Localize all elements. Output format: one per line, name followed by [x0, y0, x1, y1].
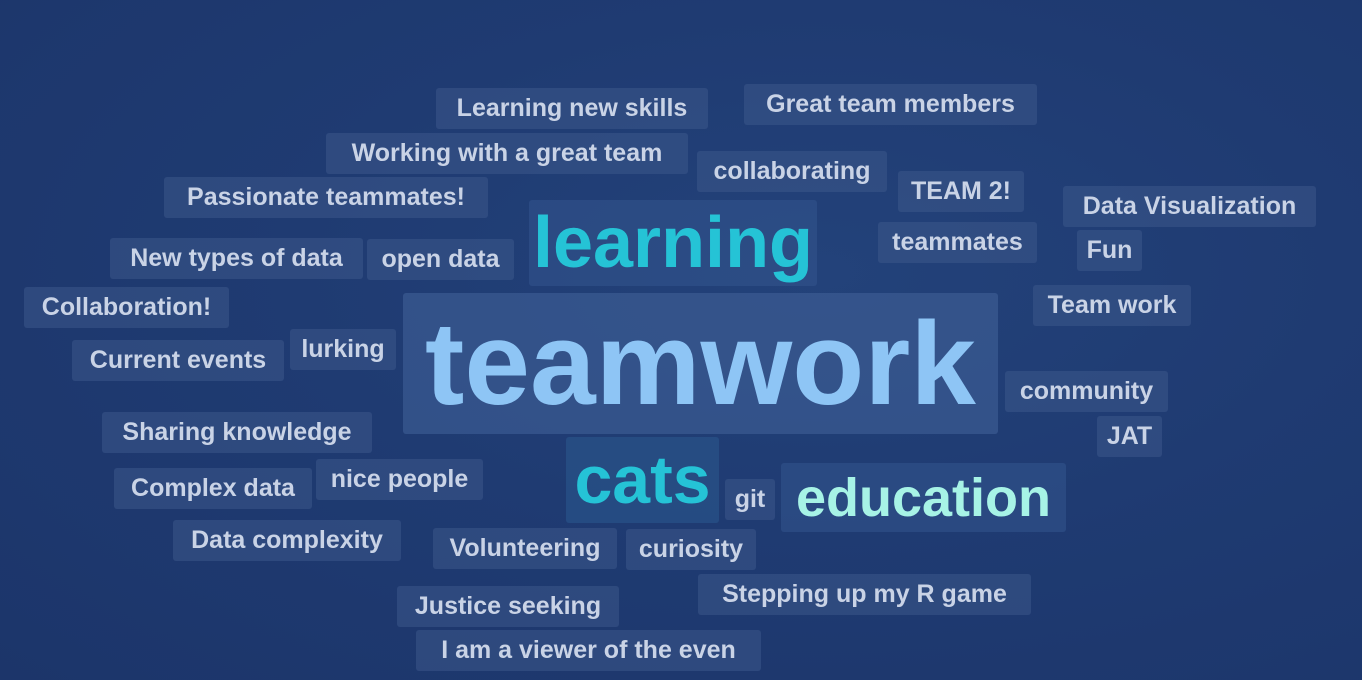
- word-jat: JAT: [1097, 416, 1162, 457]
- word-collaboration: Collaboration!: [24, 287, 229, 328]
- word-new-types-of-data: New types of data: [110, 238, 363, 279]
- word-team-work: Team work: [1033, 285, 1191, 326]
- word-data-visualization: Data Visualization: [1063, 186, 1316, 227]
- word-working-with-a-great-team: Working with a great team: [326, 133, 688, 174]
- word-sharing-knowledge: Sharing knowledge: [102, 412, 372, 453]
- word-volunteering: Volunteering: [433, 528, 617, 569]
- word-team-2: TEAM 2!: [898, 171, 1024, 212]
- word-passionate-teammates: Passionate teammates!: [164, 177, 488, 218]
- word-great-team-members: Great team members: [744, 84, 1037, 125]
- word-education: education: [781, 463, 1066, 532]
- word-justice-seeking: Justice seeking: [397, 586, 619, 627]
- word-i-am-a-viewer-of-the-even: I am a viewer of the even: [416, 630, 761, 671]
- word-community: community: [1005, 371, 1168, 412]
- word-collaborating: collaborating: [697, 151, 887, 192]
- word-complex-data: Complex data: [114, 468, 312, 509]
- word-teamwork: teamwork: [403, 293, 998, 434]
- word-learning-new-skills: Learning new skills: [436, 88, 708, 129]
- word-stepping-up-my-r-game: Stepping up my R game: [698, 574, 1031, 615]
- word-curiosity: curiosity: [626, 529, 756, 570]
- word-lurking: lurking: [290, 329, 396, 370]
- word-teammates: teammates: [878, 222, 1037, 263]
- word-git: git: [725, 479, 775, 520]
- word-learning: learning: [529, 200, 817, 286]
- word-open-data: open data: [367, 239, 514, 280]
- word-fun: Fun: [1077, 230, 1142, 271]
- word-data-complexity: Data complexity: [173, 520, 401, 561]
- word-nice-people: nice people: [316, 459, 483, 500]
- word-cats: cats: [566, 437, 719, 523]
- word-current-events: Current events: [72, 340, 284, 381]
